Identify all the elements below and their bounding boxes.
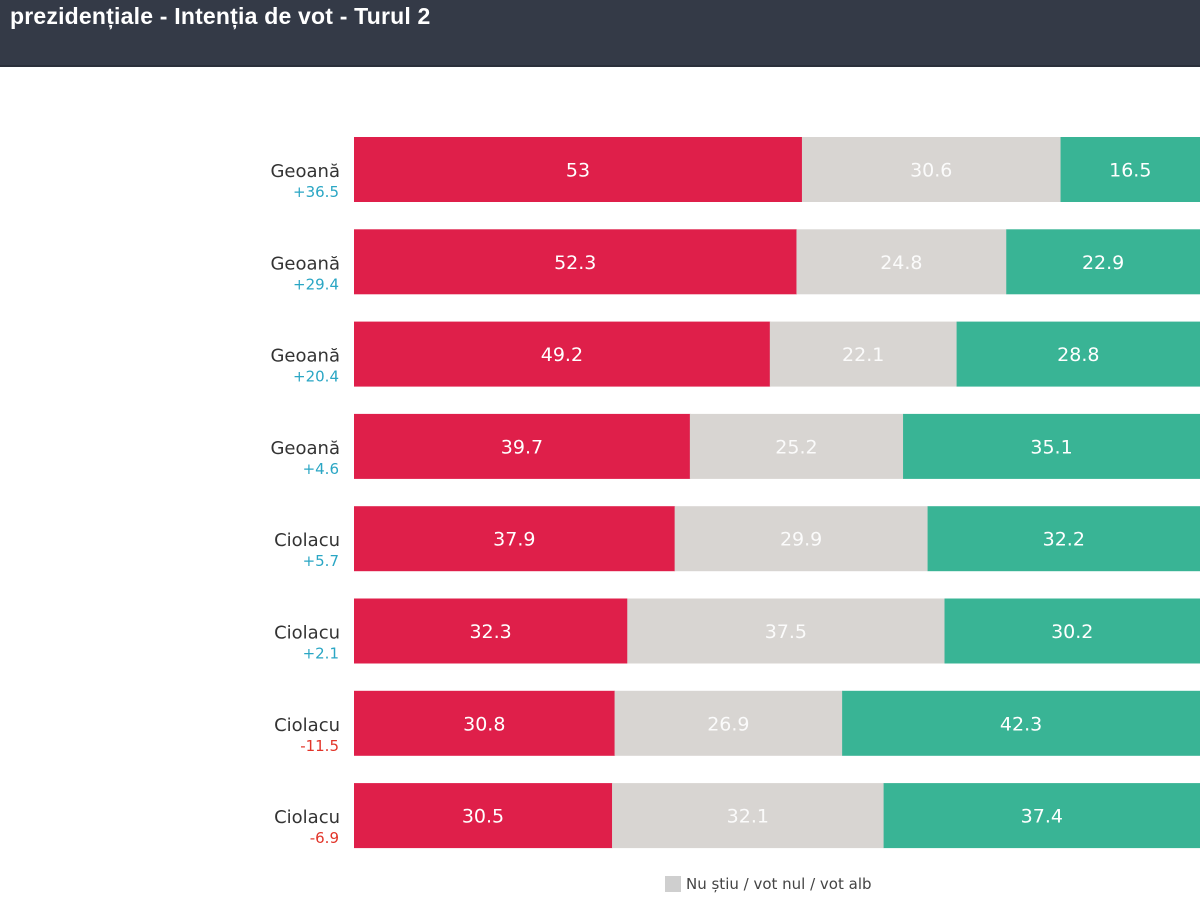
bar-segment-series_a (354, 229, 797, 295)
data-label: 35.1 (1030, 436, 1072, 458)
data-label: 37.9 (493, 529, 535, 551)
category-label-leader: Ciolacu (274, 715, 340, 736)
category-label-leader: Ciolacu (274, 530, 340, 551)
data-label: 30.6 (910, 160, 952, 182)
category-label-leader: Ciolacu (274, 807, 340, 828)
data-label: 30.2 (1051, 621, 1093, 643)
bar-segment-undecided (801, 137, 1062, 202)
bar-segment-series_a (354, 137, 803, 202)
legend-label-undecided: Nu știu / vot nul / vot alb (686, 875, 872, 893)
bar-segment-undecided (689, 413, 904, 479)
data-label: 39.7 (501, 436, 543, 458)
bar-segment-undecided (674, 506, 929, 572)
data-label: 16.5 (1109, 160, 1151, 182)
data-label: 32.2 (1043, 529, 1085, 551)
chart-title: prezidențiale - Intenția de vot - Turul … (10, 3, 431, 29)
bar-segment-series_b (1060, 137, 1200, 202)
data-label: 30.8 (463, 713, 505, 735)
legend: Nu știu / vot nul / vot alb (665, 875, 872, 893)
data-label: 32.3 (469, 621, 511, 643)
data-label: 22.9 (1082, 252, 1124, 274)
category-label-lead: +29.4 (293, 275, 339, 293)
data-label: 30.5 (462, 806, 504, 828)
bar-segment-series_a (354, 598, 628, 664)
category-label-leader: Geoană (270, 346, 340, 367)
bar-segment-undecided (614, 690, 843, 756)
data-label: 37.5 (765, 621, 807, 643)
data-label: 37.4 (1021, 806, 1063, 828)
data-label: 25.2 (775, 436, 817, 458)
category-label-lead: +5.7 (303, 552, 339, 570)
data-label: 28.8 (1057, 344, 1099, 366)
category-label-lead: -11.5 (300, 737, 339, 755)
bar-segment-undecided (612, 783, 885, 849)
category-label-leader: Geoană (270, 161, 340, 182)
data-label: 24.8 (880, 252, 922, 274)
data-label: 53 (566, 160, 590, 182)
bar-segment-series_a (354, 690, 616, 756)
category-label-leader: Geoană (270, 438, 340, 459)
data-label: 52.3 (554, 252, 596, 274)
data-label: 26.9 (707, 713, 749, 735)
bar-segment-series_b (1006, 229, 1200, 295)
bar-segment-series_a (354, 783, 613, 849)
data-label: 29.9 (780, 529, 822, 551)
bar-segment-series_b (903, 413, 1200, 479)
bar-segment-series_b (956, 321, 1200, 387)
data-label: 22.1 (842, 344, 884, 366)
bar-segment-series_b (927, 506, 1200, 572)
bar-segment-series_b (883, 783, 1200, 849)
category-label-lead: +4.6 (303, 460, 339, 478)
bar-segment-series_b (842, 690, 1200, 756)
legend-swatch-undecided (665, 876, 681, 892)
data-label: 42.3 (1000, 713, 1042, 735)
category-label-leader: Geoană (270, 253, 340, 274)
category-label-lead: -6.9 (310, 829, 339, 847)
category-label-lead: +2.1 (303, 645, 339, 663)
category-label-leader: Ciolacu (274, 623, 340, 644)
data-label: 49.2 (541, 344, 583, 366)
header-bar: prezidențiale - Intenția de vot - Turul … (0, 0, 1200, 67)
bar-segment-series_a (354, 321, 771, 387)
data-label: 32.1 (727, 806, 769, 828)
bar-segment-series_a (354, 413, 691, 479)
bar-segment-undecided (796, 229, 1007, 295)
category-label-lead: +36.5 (293, 183, 339, 201)
bar-segment-series_a (354, 506, 676, 572)
bar-segment-undecided (769, 321, 958, 387)
bar-segment-undecided (627, 598, 946, 664)
category-label-lead: +20.4 (293, 368, 339, 386)
bar-segment-series_b (944, 598, 1200, 664)
